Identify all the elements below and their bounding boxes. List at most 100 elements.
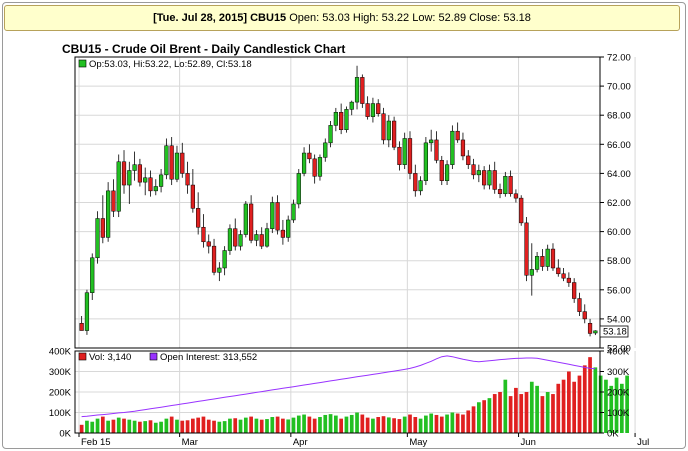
date-tick-label: Jun xyxy=(521,437,536,448)
candles xyxy=(79,65,598,337)
candle-body xyxy=(572,282,577,299)
candle-body xyxy=(243,203,248,235)
date-axis: Feb 15 Mar Apr May Jun Jul xyxy=(78,433,649,448)
volume-bar xyxy=(243,417,248,433)
volume-bar xyxy=(281,418,285,433)
volume-bar xyxy=(312,418,317,433)
volume-bar xyxy=(519,394,524,433)
candle-body xyxy=(540,256,545,267)
candle-body xyxy=(121,161,127,186)
volume-bar xyxy=(540,396,545,433)
header-close-value: 53.18 xyxy=(503,12,531,24)
candle-body xyxy=(365,103,370,117)
volume-bar xyxy=(122,418,126,433)
price-tick-label: 68.00 xyxy=(607,111,631,122)
volume-bar xyxy=(371,418,375,433)
volume-legend-swatch xyxy=(78,352,87,361)
volume-bar xyxy=(572,381,577,433)
oi-tick-label: 300K xyxy=(607,367,630,378)
candle-body xyxy=(106,190,111,238)
candle-body xyxy=(169,145,174,180)
volume-bar xyxy=(323,414,328,433)
price-tick-label: 58.00 xyxy=(607,256,631,267)
candle-body xyxy=(222,250,227,269)
volume-bar xyxy=(196,417,201,433)
candle-body xyxy=(482,170,487,186)
volume-bar xyxy=(328,414,333,433)
candle-body xyxy=(497,189,503,195)
volume-bar xyxy=(593,367,598,433)
candle-body xyxy=(492,170,497,190)
candle-body xyxy=(132,164,137,171)
volume-bar xyxy=(503,379,508,433)
volume-bar xyxy=(386,417,391,433)
candle-body xyxy=(354,77,360,103)
candle-body xyxy=(301,152,307,174)
candle-body xyxy=(127,170,132,186)
candle-body xyxy=(402,138,407,165)
candle-body xyxy=(407,138,413,174)
volume-bar xyxy=(164,418,169,433)
candle-body xyxy=(254,234,259,241)
candle-body xyxy=(397,146,402,165)
volume-bar xyxy=(529,381,534,433)
volume-bar xyxy=(609,385,614,433)
volume-bar xyxy=(169,416,174,433)
volume-bar xyxy=(286,419,291,433)
candle-body xyxy=(418,180,423,192)
volume-bar xyxy=(450,412,455,433)
volume-bar xyxy=(175,419,179,433)
oi-tick-label: 200K xyxy=(607,388,630,399)
candle-body xyxy=(513,193,519,199)
header-date: [Tue. Jul 28, 2015] xyxy=(153,12,248,24)
candle-body xyxy=(566,277,571,283)
candle-body xyxy=(79,323,84,331)
header-low-label: Low: xyxy=(412,12,436,24)
volume-bar xyxy=(138,421,142,433)
volume-tick-label: 200K xyxy=(49,388,72,399)
volume-bar xyxy=(233,418,238,433)
volume-bar xyxy=(222,421,227,433)
volume-bar xyxy=(148,420,153,433)
volume-bar xyxy=(508,396,513,433)
candle-body xyxy=(550,248,556,269)
volume-bar xyxy=(445,414,449,433)
ohlc-header: [Tue. Jul 28, 2015] CBU15 Open: 53.03 Hi… xyxy=(4,5,680,31)
candle-body xyxy=(593,330,598,334)
volume-bar xyxy=(471,406,476,433)
header-close-label: Close: xyxy=(469,12,501,24)
volume-bar xyxy=(418,418,423,433)
last-price-tag: 53.18 xyxy=(599,325,629,338)
candle-body xyxy=(376,103,381,114)
oi-legend-swatch xyxy=(149,352,158,361)
volume-bar xyxy=(90,421,95,433)
price-legend: Op:53.03, Hi:53.22, Lo:52.89, Cl:53.18 xyxy=(89,59,252,70)
candle-body xyxy=(487,170,492,186)
volume-axis-right: 400K 300K 200K 100K 0K xyxy=(600,347,630,440)
volume-bar xyxy=(482,400,486,433)
candle-body xyxy=(349,101,354,110)
candle-body xyxy=(227,228,233,251)
candle-body xyxy=(524,222,529,276)
volume-bar xyxy=(455,413,460,433)
oi-tick-label: 100K xyxy=(607,408,630,419)
volume-bar xyxy=(206,419,211,433)
volume-legend: Vol: 3,140 xyxy=(89,352,131,363)
candle-body xyxy=(429,139,434,144)
volume-bar xyxy=(132,420,137,433)
volume-bar xyxy=(392,418,396,433)
candle-body xyxy=(201,226,206,243)
price-tick-label: 56.00 xyxy=(607,285,631,296)
volume-grid xyxy=(75,350,636,434)
candle-body xyxy=(211,245,217,273)
open-interest-line xyxy=(81,355,596,418)
candle-body xyxy=(249,203,254,241)
volume-bar xyxy=(302,414,306,433)
candle-body xyxy=(450,130,455,165)
candle-body xyxy=(190,184,195,209)
volume-bar xyxy=(625,375,629,433)
volume-bar xyxy=(524,392,529,433)
volume-bars xyxy=(79,357,629,433)
candle-body xyxy=(206,241,211,247)
candle-body xyxy=(196,208,201,228)
